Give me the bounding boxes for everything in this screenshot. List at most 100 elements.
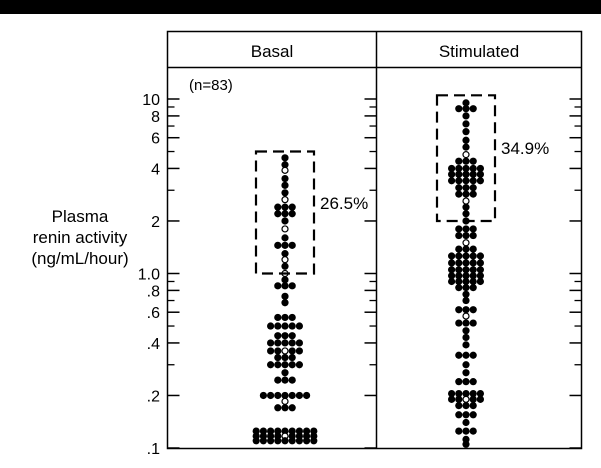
data-point	[274, 376, 282, 384]
data-point	[448, 164, 456, 173]
y-tick-label: .4	[147, 336, 160, 353]
data-point	[267, 339, 275, 347]
data-point	[274, 353, 282, 362]
data-point	[462, 157, 470, 165]
panel-basal-points: 26.5%	[252, 150, 368, 445]
data-point	[274, 322, 282, 330]
data-point-open	[281, 256, 289, 264]
data-point-open	[281, 225, 289, 233]
data-point	[455, 177, 463, 185]
data-point	[469, 411, 477, 419]
data-point	[274, 347, 282, 355]
data-point	[295, 361, 303, 369]
data-point	[281, 217, 289, 225]
percent-range-box	[435, 94, 497, 223]
data-point-open	[281, 196, 289, 204]
sample-size-label: (n=83)	[189, 77, 233, 94]
data-point	[469, 266, 477, 274]
data-point	[448, 252, 456, 260]
panel-stimulated-points: 34.9%	[435, 94, 549, 448]
data-point	[462, 319, 470, 327]
data-point	[288, 353, 296, 362]
data-point	[267, 347, 275, 355]
y-tick-label: .6	[147, 305, 160, 322]
data-point	[469, 277, 477, 286]
data-point	[448, 272, 456, 280]
data-point	[462, 245, 470, 253]
data-point	[288, 210, 296, 218]
panels: 26.5% 34.9%	[252, 94, 549, 448]
top-border-bar	[0, 0, 601, 14]
data-point	[281, 376, 289, 384]
data-point	[274, 282, 282, 290]
data-point	[455, 389, 463, 398]
data-point	[469, 395, 477, 403]
data-point	[281, 292, 289, 300]
data-point	[462, 351, 470, 359]
data-point	[259, 391, 267, 400]
data-point	[462, 306, 470, 314]
data-point	[295, 322, 303, 330]
data-point	[288, 322, 296, 330]
data-point	[455, 272, 463, 280]
data-point	[310, 437, 318, 445]
data-point	[455, 277, 463, 286]
data-point	[274, 241, 282, 249]
data-point	[469, 245, 477, 253]
data-point	[455, 105, 463, 113]
data-point	[448, 170, 456, 178]
data-point	[448, 389, 456, 398]
data-point	[469, 184, 477, 192]
data-point-open	[462, 239, 470, 247]
data-point	[462, 333, 470, 342]
data-point	[274, 313, 282, 322]
y-tick-label: 10	[142, 92, 160, 109]
data-point	[274, 391, 282, 400]
data-point	[469, 177, 477, 185]
data-point	[469, 389, 477, 398]
data-point	[295, 437, 303, 445]
data-point	[455, 157, 463, 165]
data-point	[288, 339, 296, 347]
y-tick-label: 8	[151, 109, 160, 126]
data-point	[455, 164, 463, 173]
data-point	[281, 353, 289, 362]
data-point	[476, 395, 484, 403]
data-point	[469, 401, 477, 410]
data-point	[448, 395, 456, 403]
data-point	[281, 210, 289, 218]
data-point	[469, 306, 477, 314]
data-point	[462, 277, 470, 286]
data-point	[455, 306, 463, 314]
data-point	[281, 361, 289, 369]
y-axis-label-line-1: Plasma	[52, 207, 109, 226]
data-point	[469, 319, 477, 327]
data-point	[288, 313, 296, 322]
data-point	[281, 404, 289, 412]
data-point	[462, 231, 470, 240]
data-point	[274, 404, 282, 412]
data-point	[469, 105, 477, 113]
data-point-open	[281, 397, 289, 405]
data-point	[462, 418, 470, 427]
data-point	[469, 164, 477, 173]
data-point	[462, 225, 470, 233]
data-point	[455, 231, 463, 240]
data-point	[469, 252, 477, 260]
data-point	[267, 437, 275, 445]
data-point	[310, 427, 318, 435]
data-point	[469, 190, 477, 198]
data-point	[455, 252, 463, 260]
data-point	[462, 290, 470, 298]
data-point	[288, 332, 296, 340]
data-point	[469, 225, 477, 233]
data-point	[455, 427, 463, 435]
y-axis-label-line-3: (ng/mL/hour)	[31, 249, 128, 268]
data-point	[462, 203, 470, 211]
data-point	[462, 210, 470, 218]
data-point	[267, 322, 275, 330]
data-point	[274, 339, 282, 347]
data-point	[281, 189, 289, 197]
data-point	[455, 401, 463, 410]
data-point	[274, 437, 282, 445]
